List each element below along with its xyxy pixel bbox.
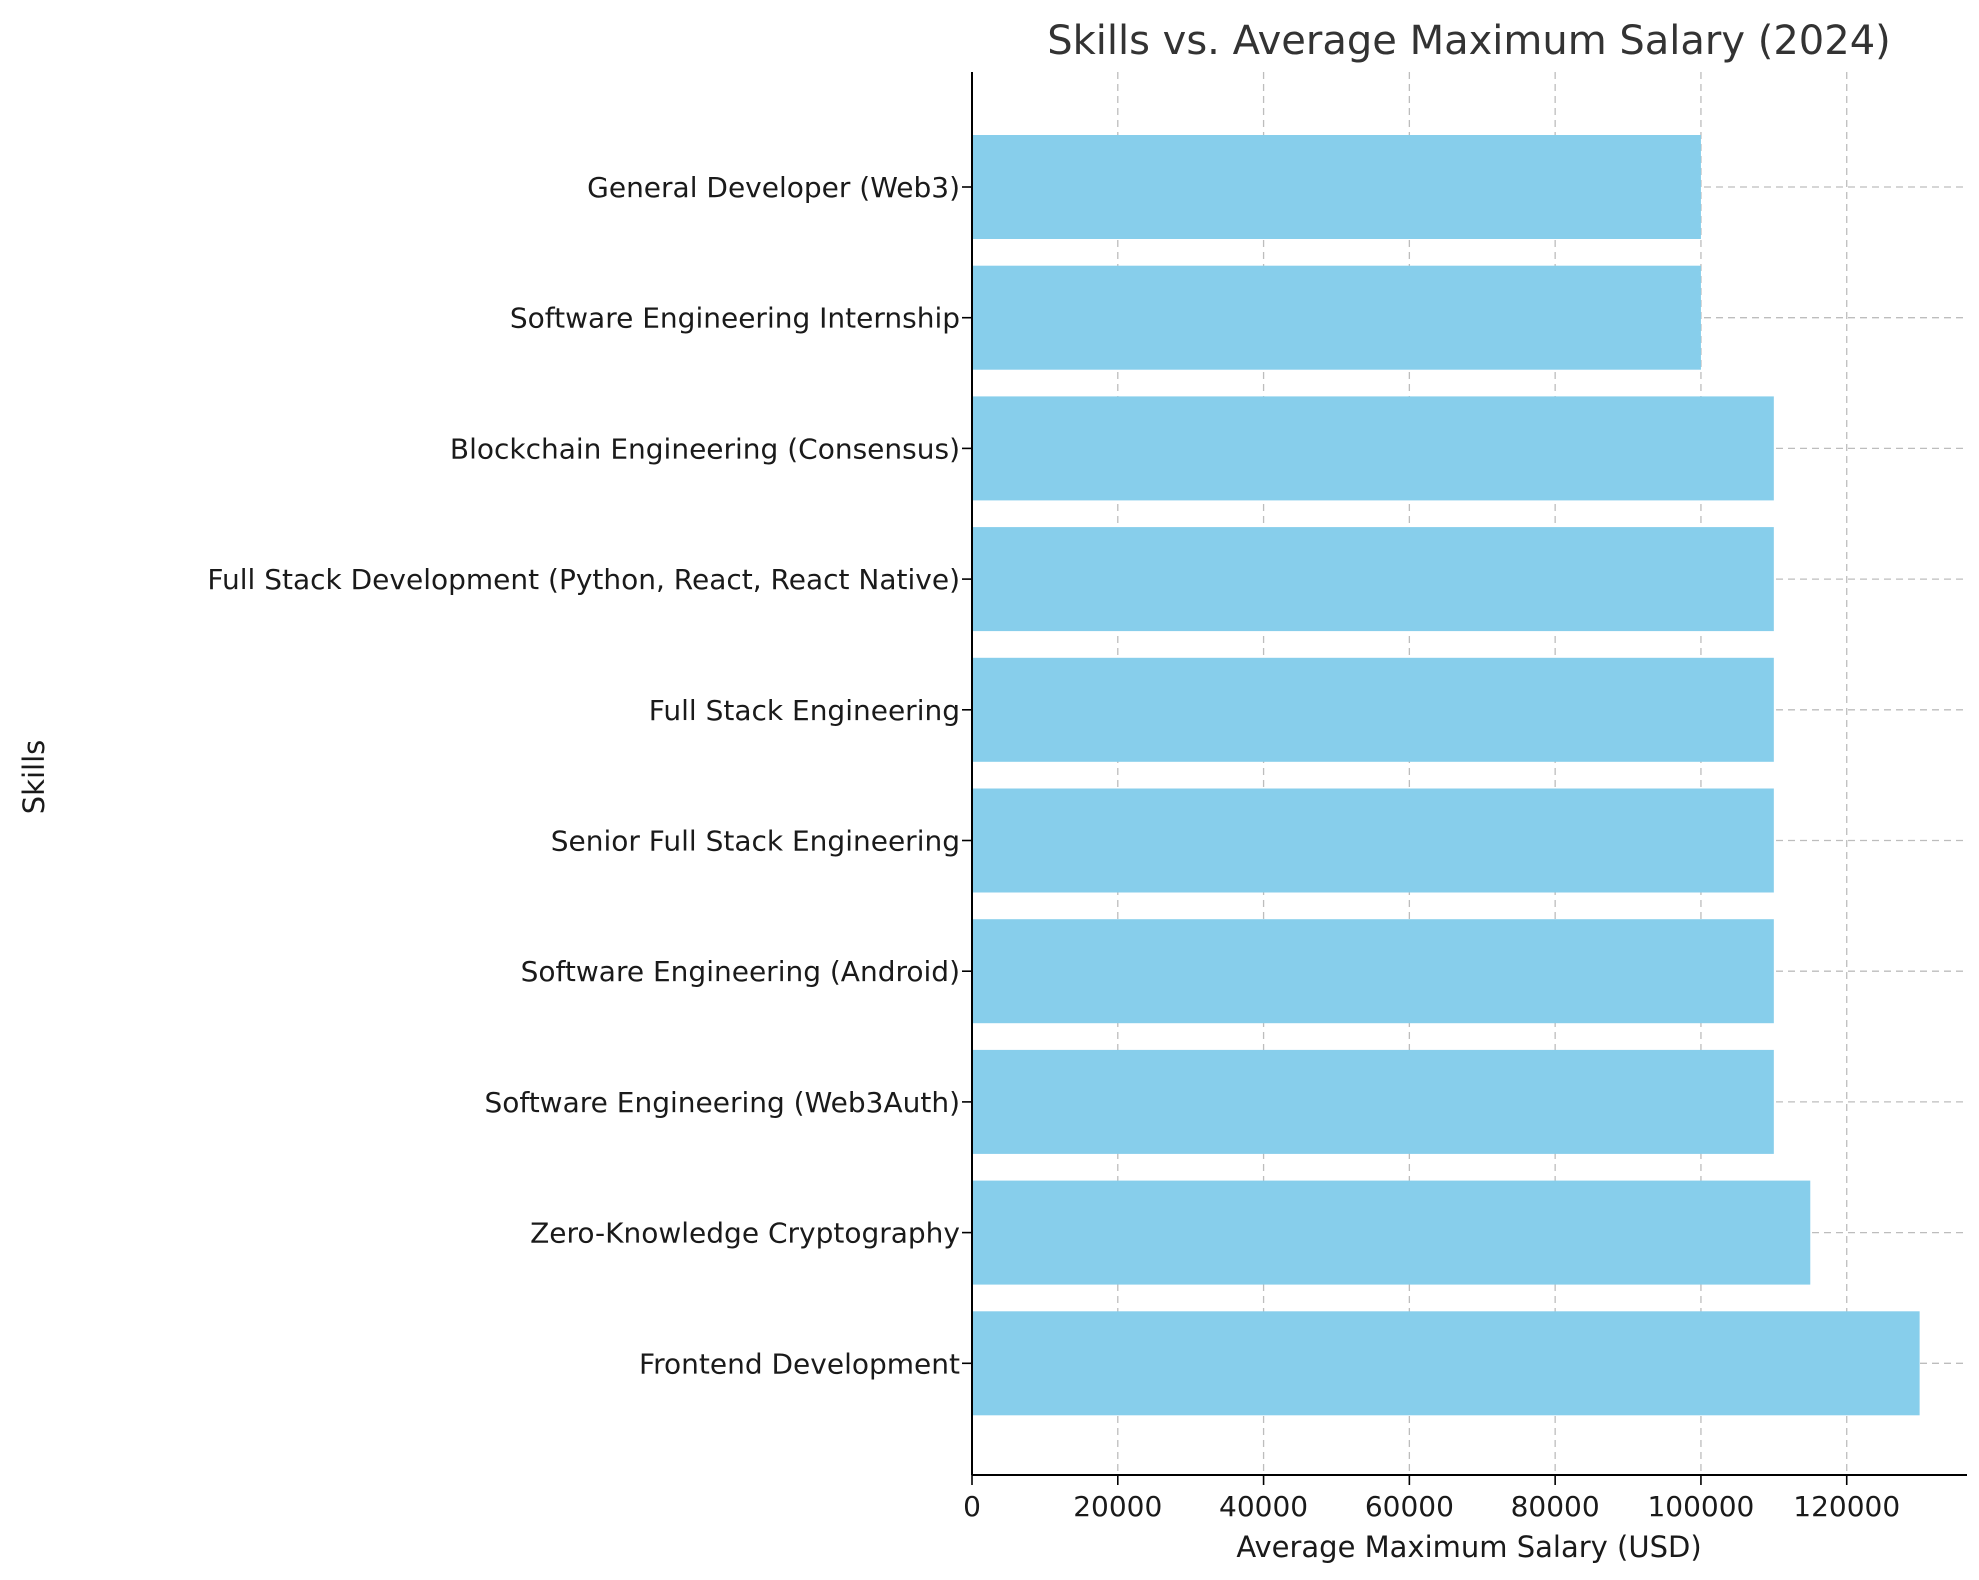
y-tick-label: Full Stack Engineering [649,694,960,727]
bar [972,265,1701,370]
x-tick-label: 20000 [1073,1490,1162,1523]
y-tick-label: Full Stack Development (Python, React, R… [207,563,960,596]
ticks: 0 20000 40000 60000 80000 100000 120000 General… [207,171,1900,1523]
x-tick-label: 40000 [1219,1490,1308,1523]
x-tick-label: 100000 [1647,1490,1754,1523]
axes [971,72,1967,1476]
bar [972,527,1774,632]
x-tick-label: 60000 [1365,1490,1454,1523]
y-tick-label: Software Engineering (Web3Auth) [484,1086,960,1119]
bar [972,1180,1811,1285]
x-axis-label: Average Maximum Salary (USD) [1236,1530,1701,1564]
x-tick-label: 0 [963,1490,981,1523]
x-tick-label: 80000 [1511,1490,1600,1523]
y-tick-label: Frontend Development [639,1347,960,1380]
bars [972,135,1920,1416]
bar [972,919,1774,1024]
bar [972,1311,1920,1416]
x-tick-label: 120000 [1793,1490,1900,1523]
bar [972,657,1774,762]
y-axis-label: Skills [17,740,51,814]
chart-title: Skills vs. Average Maximum Salary (2024) [1047,18,1891,64]
bar [972,396,1774,501]
y-tick-label: Software Engineering (Android) [521,955,960,988]
bar [972,1049,1774,1154]
bar [972,788,1774,893]
y-tick-label: Zero-Knowledge Cryptography [530,1217,960,1250]
y-tick-label: General Developer (Web3) [587,171,960,204]
y-tick-label: Software Engineering Internship [510,302,960,335]
y-tick-label: Senior Full Stack Engineering [551,825,960,858]
y-tick-label: Blockchain Engineering (Consensus) [450,432,960,465]
bar [972,135,1701,239]
